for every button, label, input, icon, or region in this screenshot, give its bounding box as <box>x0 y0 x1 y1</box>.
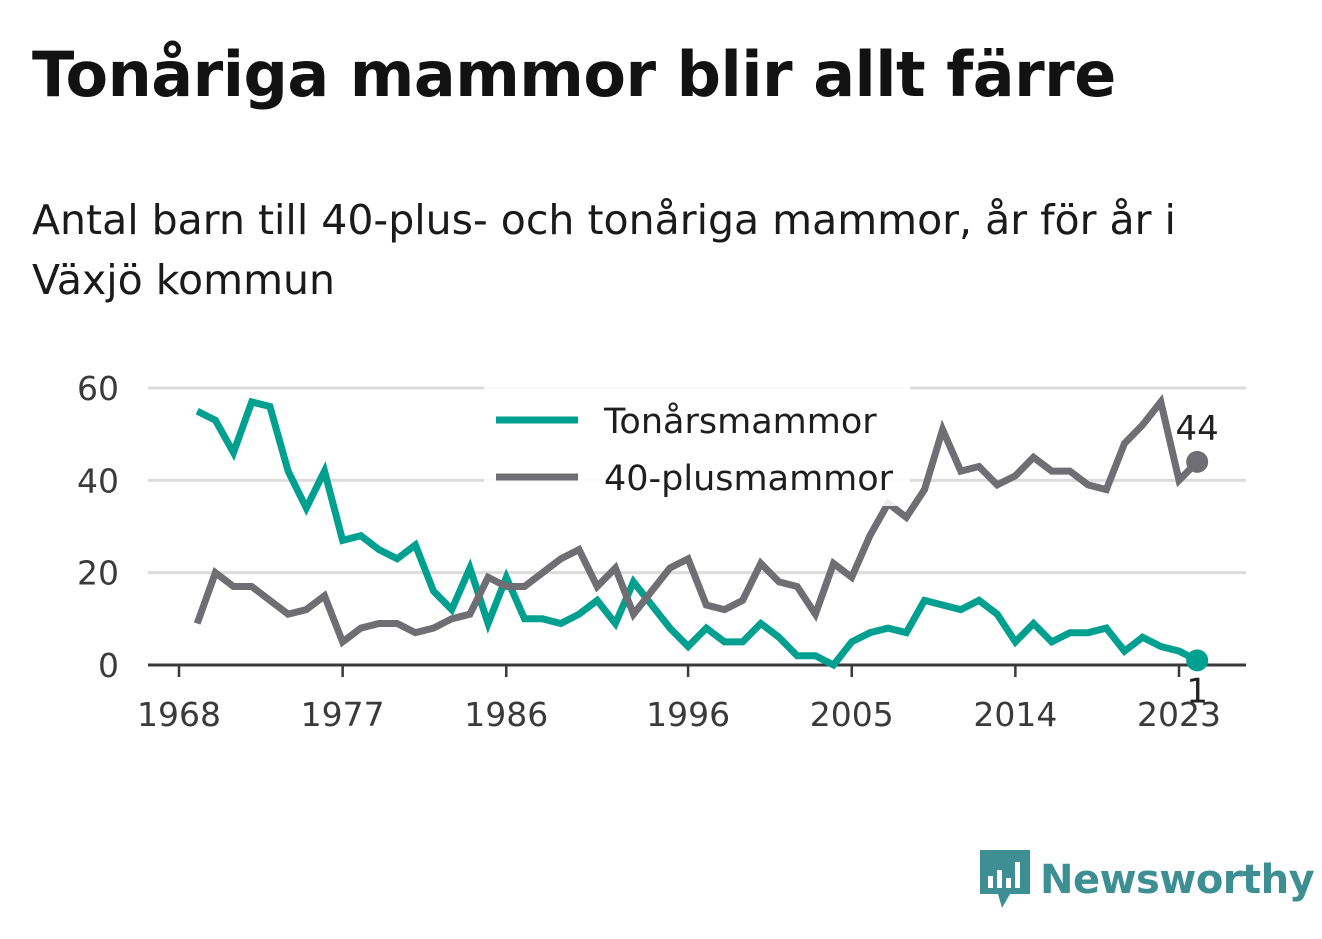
x-tick-label-2005: 2005 <box>810 695 894 734</box>
series-lines <box>193 394 1200 670</box>
x-tick-label-2023: 2023 <box>1137 695 1221 734</box>
x-tick-label-1986: 1986 <box>464 695 548 734</box>
y-tick-label-0: 0 <box>98 646 119 685</box>
brand-name: Newsworthy <box>1040 857 1315 903</box>
legend-background <box>484 386 910 506</box>
series-end-markers: 1 44 <box>1176 409 1219 712</box>
x-axis-ticks: 1968 1977 1986 1996 2005 2014 2023 <box>137 665 1221 734</box>
x-tick-label-1996: 1996 <box>646 695 730 734</box>
legend: Tonårsmammor 40-plusmammor <box>484 386 910 506</box>
x-tick-label-1977: 1977 <box>301 695 385 734</box>
end-label-ton-rsmammor: 1 <box>1186 671 1208 711</box>
legend-label-40-plusmammor: 40-plusmammor <box>604 459 894 499</box>
y-tick-label-60: 60 <box>77 369 119 408</box>
chart-subtitle: Antal barn till 40-plus- och tonåriga ma… <box>32 196 1176 304</box>
legend-label-tonarsmammor: Tonårsmammor <box>603 401 877 442</box>
y-axis-ticks: 0 20 40 60 <box>77 369 119 685</box>
y-tick-label-40: 40 <box>77 461 119 500</box>
bar-chart-bubble-icon <box>980 850 1030 908</box>
newsworthy-logo: Newsworthy <box>980 850 1315 910</box>
end-label-40-plusmammor: 44 <box>1176 409 1219 449</box>
y-tick-label-20: 20 <box>77 554 119 593</box>
series-line-40-plusmammor <box>193 394 1200 648</box>
x-tick-label-2014: 2014 <box>973 695 1057 734</box>
series-line-ton-rsmammor <box>195 397 1199 670</box>
end-marker-ton-rsmammor <box>1186 649 1209 672</box>
chart-title: Tonåriga mammor blir allt färre <box>32 38 1116 111</box>
end-marker-40-plusmammor <box>1186 450 1209 473</box>
x-tick-label-1968: 1968 <box>137 695 221 734</box>
